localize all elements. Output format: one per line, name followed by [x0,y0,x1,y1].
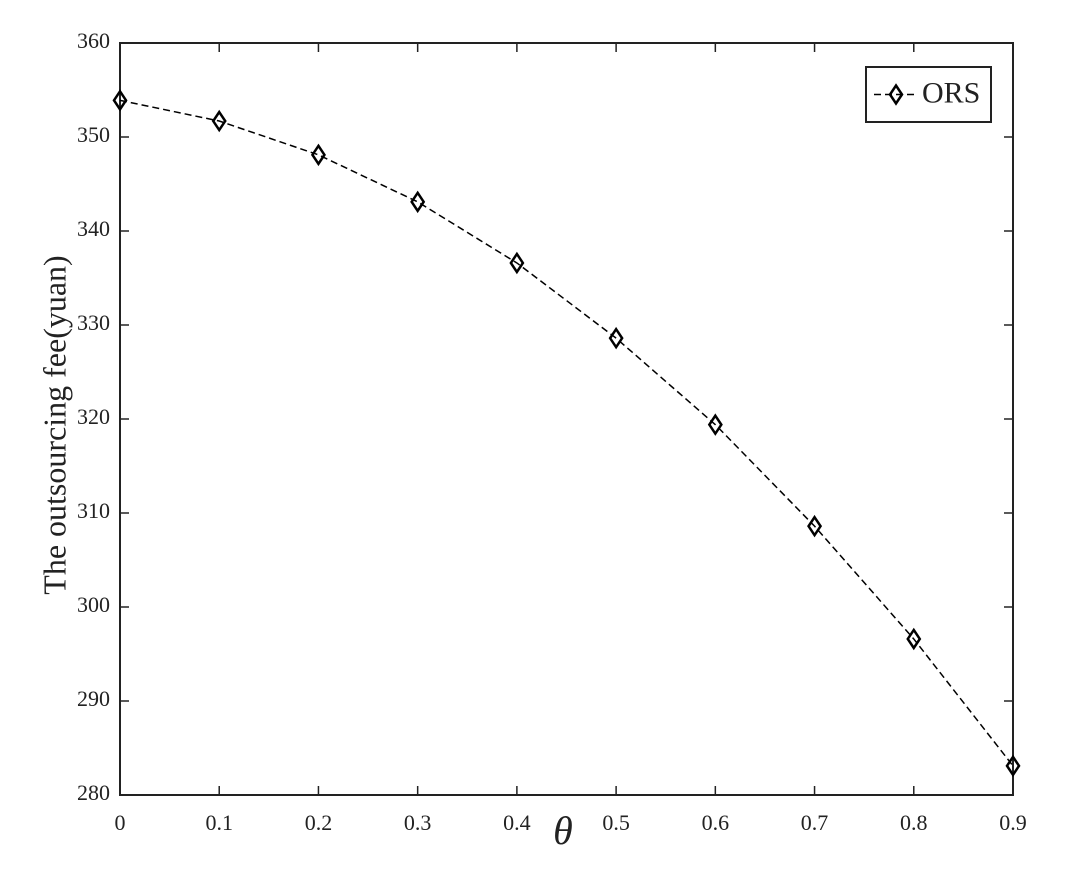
marker [509,251,525,275]
marker [1005,754,1021,778]
marker [112,89,128,112]
legend-label: ORS [922,76,980,109]
y-tick-label: 340 [77,216,110,241]
x-tick-label: 0.5 [602,810,630,835]
y-tick-label: 310 [77,498,110,523]
x-tick-label: 0 [115,810,126,835]
x-tick-label: 0.4 [503,810,531,835]
y-tick-label: 290 [77,686,110,711]
x-axis-title: θ [553,808,573,853]
legend-marker [888,83,904,106]
legend-box [865,66,992,123]
y-axis-title: The outsourcing fee(yuan) [36,255,72,594]
marker [410,190,426,214]
x-tick-label: 0.8 [900,810,928,835]
marker [211,109,227,133]
marker [906,627,922,651]
x-tick-label: 0.1 [205,810,233,835]
x-tick-label: 0.7 [801,810,829,835]
marker [310,143,326,167]
marker [608,326,624,350]
x-tick-label: 0.2 [305,810,333,835]
y-tick-label: 360 [77,28,110,53]
y-tick-label: 300 [77,592,110,617]
x-tick-label: 0.6 [702,810,730,835]
y-tick-label: 350 [77,122,110,147]
marker [807,514,823,538]
x-tick-label: 0.3 [404,810,432,835]
y-tick-label: 320 [77,404,110,429]
y-tick-label: 280 [77,780,110,805]
x-tick-label: 0.9 [999,810,1027,835]
marker [707,413,723,436]
plot-frame [119,42,1014,796]
series-line [119,99,1014,767]
y-tick-label: 330 [77,310,110,335]
